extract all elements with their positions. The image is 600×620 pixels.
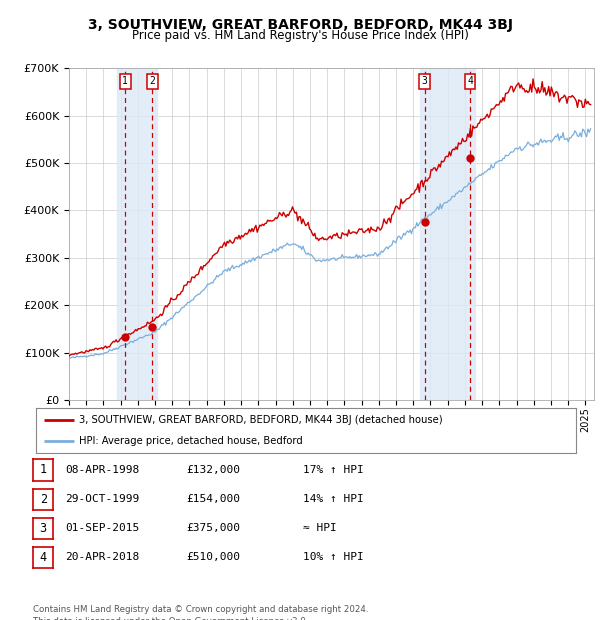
Text: 4: 4 [467,76,473,86]
Text: 20-APR-2018: 20-APR-2018 [65,552,139,562]
Text: ≈ HPI: ≈ HPI [303,523,337,533]
Text: £154,000: £154,000 [186,494,240,504]
Text: 2: 2 [149,76,155,86]
Text: 14% ↑ HPI: 14% ↑ HPI [303,494,364,504]
Text: 3, SOUTHVIEW, GREAT BARFORD, BEDFORD, MK44 3BJ: 3, SOUTHVIEW, GREAT BARFORD, BEDFORD, MK… [88,18,512,32]
Text: 3: 3 [422,76,428,86]
Text: 3: 3 [40,522,47,534]
Text: 17% ↑ HPI: 17% ↑ HPI [303,465,364,475]
Text: 08-APR-1998: 08-APR-1998 [65,465,139,475]
Text: 1: 1 [40,464,47,476]
Text: 3, SOUTHVIEW, GREAT BARFORD, BEDFORD, MK44 3BJ (detached house): 3, SOUTHVIEW, GREAT BARFORD, BEDFORD, MK… [79,415,443,425]
Text: 01-SEP-2015: 01-SEP-2015 [65,523,139,533]
Text: 2: 2 [40,493,47,505]
Text: £510,000: £510,000 [186,552,240,562]
Text: 1: 1 [122,76,128,86]
Text: 10% ↑ HPI: 10% ↑ HPI [303,552,364,562]
Text: HPI: Average price, detached house, Bedford: HPI: Average price, detached house, Bedf… [79,435,303,446]
Text: 4: 4 [40,551,47,564]
Text: Price paid vs. HM Land Registry's House Price Index (HPI): Price paid vs. HM Land Registry's House … [131,30,469,42]
Bar [117,68,157,400]
Bar [420,68,475,400]
Text: Contains HM Land Registry data © Crown copyright and database right 2024.
This d: Contains HM Land Registry data © Crown c… [33,605,368,620]
Text: £132,000: £132,000 [186,465,240,475]
Text: 29-OCT-1999: 29-OCT-1999 [65,494,139,504]
Text: £375,000: £375,000 [186,523,240,533]
